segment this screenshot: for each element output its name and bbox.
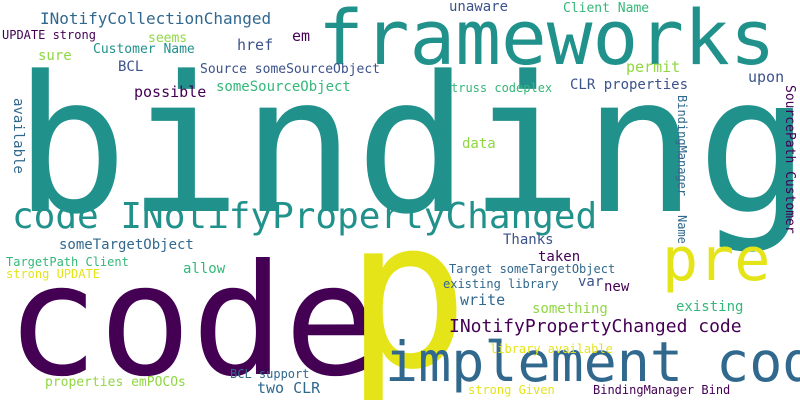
word-sure: sure [38, 48, 72, 64]
word-possible: possible [134, 83, 207, 101]
word-client-name: Client Name [563, 1, 650, 16]
word-binding: binding [14, 36, 800, 256]
word-taken: taken [538, 249, 581, 265]
word-write: write [460, 291, 506, 309]
word-properties-empocos: properties emPOCOs [45, 375, 186, 390]
word-somesourceobject: someSourceObject [216, 79, 351, 95]
word-seems: seems [148, 31, 188, 46]
word-unaware: unaware [449, 0, 509, 15]
word-inotifycollectionchanged: INotifyCollectionChanged [40, 9, 272, 28]
word-data: data [462, 136, 496, 152]
word-sourcepath-customer: SourcePath Customer [782, 85, 797, 234]
word-sometargetobject: someTargetObject [59, 237, 194, 253]
word-bcl: BCL [118, 59, 144, 75]
word-href: href [237, 36, 274, 54]
word-two-clr: two CLR [257, 379, 321, 397]
word-upon: upon [748, 68, 785, 86]
word-source-somesourceobject: Source someSourceObject [200, 62, 381, 77]
word-strong-given: strong Given [468, 383, 555, 397]
word-allow: allow [183, 261, 226, 277]
word-truss-codeplex: truss codeplex [451, 81, 553, 95]
word-bindingmanager-bind: BindingManager Bind [593, 383, 731, 397]
word-em: em [292, 27, 311, 45]
word-bcl-support: BCL support [230, 367, 310, 381]
word-inotifypropertychanged-code: INotifyPropertyChanged code [449, 316, 742, 337]
word-code-inotifypropertychanged: code INotifyPropertyChanged [12, 196, 598, 237]
word-bindingmanager: BindingManager [675, 95, 689, 197]
word-something: something [532, 301, 608, 317]
word-var: var [578, 274, 604, 290]
word-existing: existing [676, 299, 744, 315]
word-targetpath-client: TargetPath Client [6, 255, 129, 269]
word-library-available: library available [490, 342, 613, 356]
word-permit: permit [626, 58, 681, 76]
word-clr-properties: CLR properties [570, 77, 689, 93]
word-strong-update: strong UPDATE [6, 267, 100, 281]
word-p: p [345, 175, 470, 400]
word-name: Name [675, 215, 689, 244]
word-pre: pre [662, 225, 771, 295]
word-thanks: Thanks [503, 232, 554, 248]
word-customer-name: Customer Name [93, 42, 195, 57]
word-implement-code: implement code [385, 330, 800, 394]
word-target-sometargetobject: Target someTargetObject [449, 262, 616, 276]
word-code: code [6, 232, 377, 400]
word-new: new [604, 279, 630, 295]
word-frameworks: frameworks [318, 0, 776, 82]
word-existing-library: existing library [443, 277, 559, 291]
word-update-strong: UPDATE strong [2, 28, 96, 42]
word-available: available [10, 98, 26, 174]
